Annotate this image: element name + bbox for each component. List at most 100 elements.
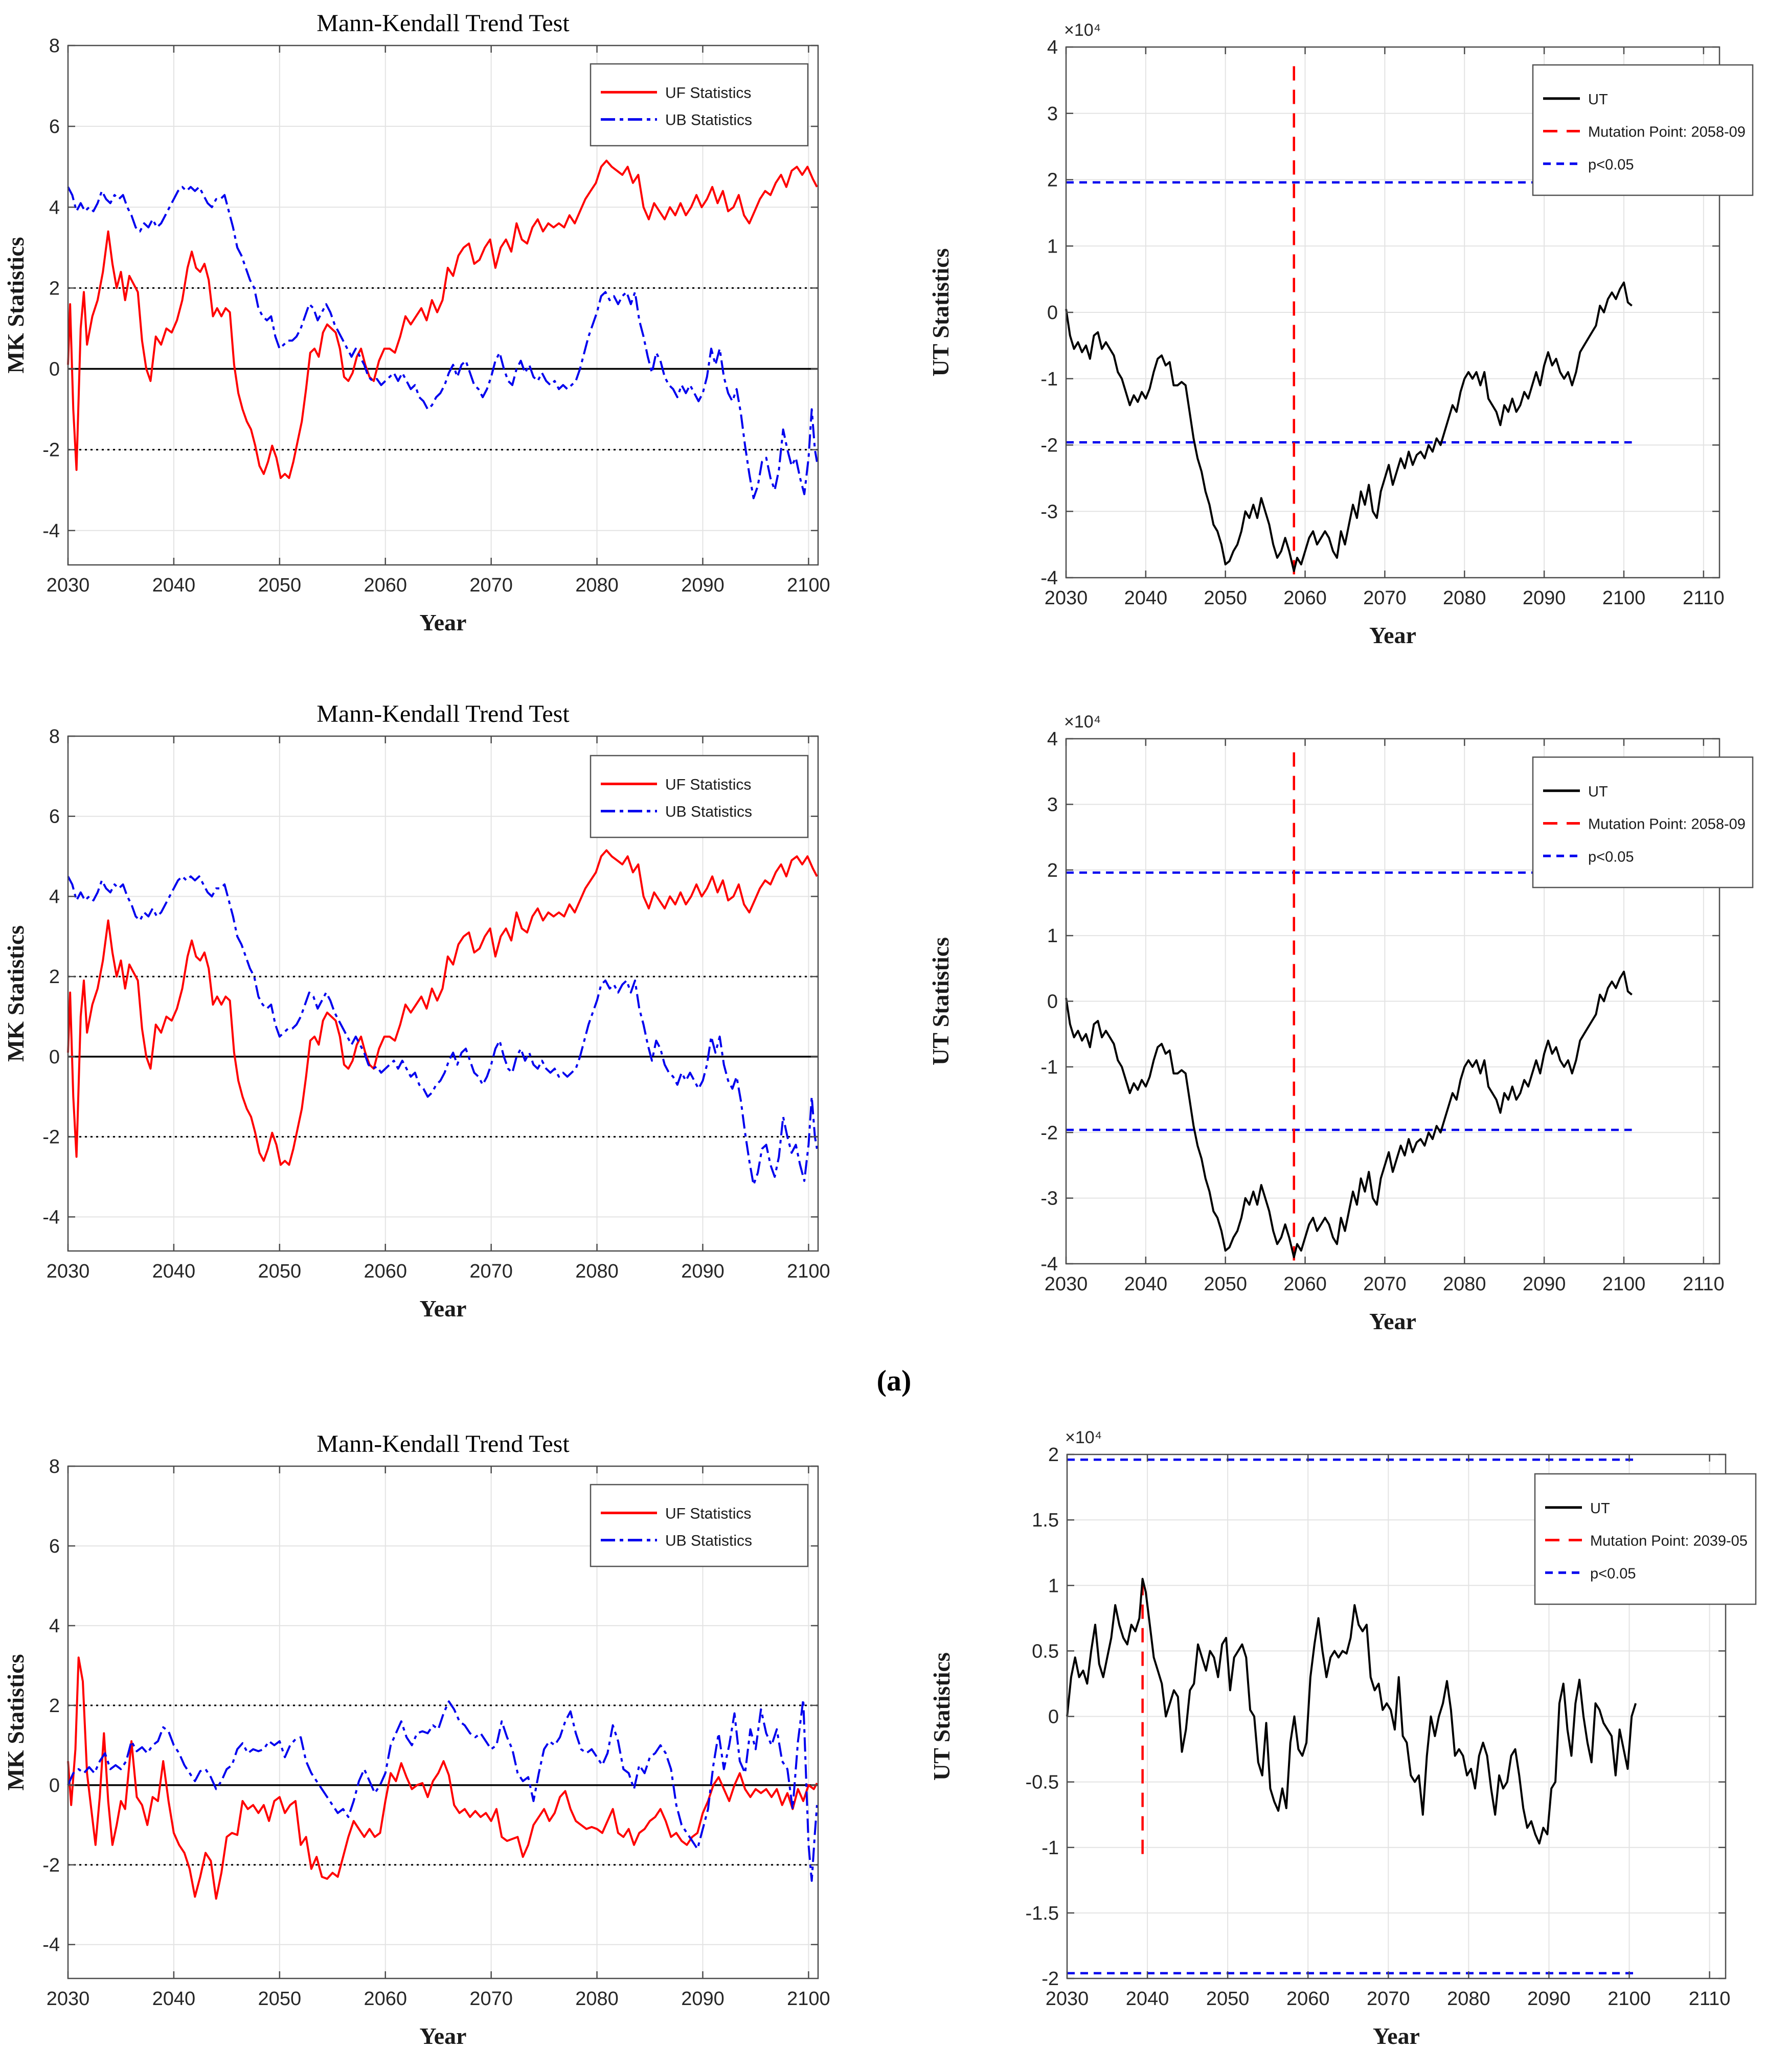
x-tick-label: 2060	[364, 1261, 407, 1282]
x-tick-label: 2050	[1206, 1988, 1250, 2010]
x-tick-label: 2100	[787, 575, 830, 596]
y-tick-label: 6	[49, 806, 60, 828]
caption-row: (a)	[0, 1355, 1788, 1406]
series-line-ut	[1065, 281, 1633, 572]
legend-box	[590, 755, 809, 838]
x-axis-label: Year	[420, 1295, 467, 1322]
x-tick-label: 2060	[1283, 587, 1327, 609]
series-line-ub-statistics	[67, 875, 818, 1186]
legend-label: UF Statistics	[665, 84, 751, 101]
x-tick-label: 2070	[1367, 1988, 1410, 2010]
y-tick-label: 4	[49, 197, 60, 218]
x-tick-label: 2060	[364, 575, 407, 596]
series-line-ut	[1065, 970, 1633, 1259]
chart-title: Mann-Kendall Trend Test	[316, 1430, 570, 1458]
y-tick-label: 4	[49, 1615, 60, 1637]
x-tick-label: 2090	[681, 1988, 725, 2010]
x-tick-label: 2040	[1124, 1273, 1168, 1295]
x-tick-label: 2050	[1204, 1273, 1247, 1295]
y-axis-label: MK Statistics	[3, 237, 29, 373]
panel-mk-row2: 2030 2040 2050 2060 2070 2080 2090 2100 -4 -2 0 2 4 6…	[0, 665, 895, 1355]
y-tick-label: -1	[1040, 369, 1058, 390]
legend-label: UB Statistics	[665, 1533, 752, 1550]
x-tick-label: 2090	[681, 1261, 725, 1282]
panel-ut-row1: 2030 2040 2050 2060 2070 2080 2090 2100 2110 -4 -3…	[895, 0, 1788, 665]
chart-row-1: 2030 2040 2050 2060 2070 2080 2090 2100 -4 -2 0 2 4 6…	[0, 0, 1788, 665]
y-tick-label: 2	[1047, 860, 1058, 881]
legend-label: Mutation Point: 2039-05	[1590, 1533, 1748, 1550]
x-tick-label: 2080	[1443, 1273, 1486, 1295]
x-tick-label: 2090	[1523, 1273, 1566, 1295]
legend-label: UT	[1588, 784, 1608, 800]
y-tick-label: 2	[1047, 170, 1058, 191]
x-tick-label: 2100	[787, 1988, 830, 2010]
x-tick-label: 2100	[787, 1261, 830, 1282]
x-tick-label: 2070	[469, 575, 513, 596]
y-tick-label: -1	[1040, 1057, 1058, 1078]
x-axis-label: Year	[1369, 1308, 1416, 1334]
y-tick-label: -4	[42, 1206, 60, 1228]
ut-statistics-chart-row1: 2030 2040 2050 2060 2070 2080 2090 2100 2110 -4 -3…	[927, 20, 1754, 648]
x-tick-label: 2060	[364, 1988, 407, 2010]
y-tick-label: 0.5	[1032, 1641, 1059, 1662]
legend-label: UB Statistics	[665, 112, 752, 129]
x-tick-label: 2060	[1283, 1273, 1327, 1295]
x-tick-label: 2050	[1204, 587, 1247, 609]
x-tick-label: 2070	[1363, 1273, 1407, 1295]
y-axis-label: MK Statistics	[3, 925, 29, 1062]
x-tick-label: 2040	[1124, 587, 1168, 609]
legend-label: UT	[1590, 1500, 1610, 1517]
series-line-ub-statistics	[67, 1698, 818, 1882]
y-tick-label: -2	[42, 1855, 60, 1876]
plot-box	[67, 735, 819, 1252]
x-tick-label: 2080	[575, 1261, 619, 1282]
y-tick-label: 2	[49, 278, 60, 299]
y-tick-label: 8	[49, 1456, 60, 1477]
y-tick-label: -4	[1040, 1254, 1058, 1275]
y-tick-label: 1	[1048, 1575, 1059, 1597]
x-tick-label: 2040	[152, 1261, 196, 1282]
x-tick-label: 2090	[1527, 1988, 1571, 2010]
chart-row-3: 2030 2040 2050 2060 2070 2080 2090 2100 -4 -2 0 2 4 6…	[0, 1406, 1788, 2072]
y-tick-label: 2	[49, 1695, 60, 1717]
y-tick-label: 6	[49, 116, 60, 138]
x-tick-label: 2030	[1045, 1273, 1088, 1295]
x-tick-label: 2090	[681, 575, 725, 596]
y-tick-label: -3	[1040, 1188, 1058, 1210]
y-tick-label: 0	[49, 1046, 60, 1068]
x-tick-label: 2110	[1683, 1273, 1725, 1295]
y-tick-label: 4	[1047, 37, 1058, 58]
x-tick-label: 2050	[258, 1988, 302, 2010]
ut-statistics-chart-row2: 2030 2040 2050 2060 2070 2080 2090 2100 2110 -4 -3…	[927, 712, 1754, 1334]
y-tick-label: 0	[1047, 991, 1058, 1013]
y-tick-label: 0	[49, 359, 60, 380]
plot-box	[67, 1465, 819, 1979]
x-tick-label: 2050	[258, 1261, 302, 1282]
series-line-ut	[1066, 1578, 1637, 1845]
panel-mk-row1: 2030 2040 2050 2060 2070 2080 2090 2100 -4 -2 0 2 4 6…	[0, 0, 895, 665]
mann-kendall-chart-row2: 2030 2040 2050 2060 2070 2080 2090 2100 -4 -2 0 2 4 6…	[3, 700, 830, 1322]
y-tick-label: 2	[49, 966, 60, 988]
y-tick-label: -2	[42, 440, 60, 461]
x-axis-label: Year	[420, 2023, 467, 2049]
plot-box	[67, 44, 819, 566]
chart-title: Mann-Kendall Trend Test	[316, 700, 570, 727]
x-tick-label: 2100	[1602, 587, 1646, 609]
x-tick-label: 2070	[469, 1261, 513, 1282]
mann-kendall-chart-row1: 2030 2040 2050 2060 2070 2080 2090 2100 -4 -2 0 2 4 6…	[3, 10, 830, 635]
x-tick-label: 2030	[1045, 587, 1088, 609]
legend-label: Mutation Point: 2058-09	[1588, 124, 1746, 141]
y-tick-label: -4	[42, 520, 60, 542]
x-axis-label: Year	[420, 609, 467, 635]
legend-label: p<0.05	[1590, 1565, 1636, 1582]
legend-label: p<0.05	[1588, 156, 1634, 173]
y-tick-label: 6	[49, 1536, 60, 1557]
x-axis-label: Year	[1369, 622, 1416, 648]
x-tick-label: 2080	[575, 1988, 619, 2010]
panel-ut-row2: 2030 2040 2050 2060 2070 2080 2090 2100 2110 -4 -3…	[895, 665, 1788, 1355]
y-tick-label: 3	[1047, 794, 1058, 815]
y-axis-label: MK Statistics	[3, 1654, 29, 1790]
y-tick-label: 8	[49, 35, 60, 57]
y-tick-label: 1.5	[1032, 1510, 1059, 1531]
series-line-ub-statistics	[67, 186, 818, 499]
